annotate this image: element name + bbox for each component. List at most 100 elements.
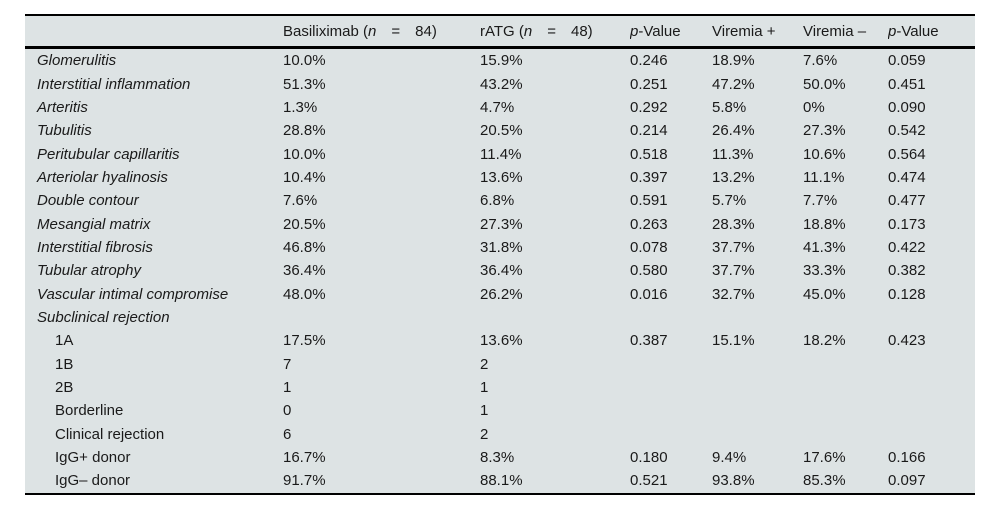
value-cell: 0.214 (630, 122, 668, 140)
value-cell: 15.1% (712, 332, 755, 350)
value-cell: 91.7% (283, 472, 326, 490)
value-cell: 51.3% (283, 75, 326, 93)
table-row: Double contour 7.6% 6.8% 0.591 5.7% 7.7% 0.477 (25, 189, 975, 212)
value-cell: 0.422 (888, 238, 926, 256)
value-cell: 50.0% (803, 75, 846, 93)
column-header-viremia-negative: Viremia – (803, 23, 888, 40)
value-cell: 1 (283, 378, 292, 396)
value-cell: 0.251 (630, 75, 668, 93)
value-cell: 0.521 (630, 472, 668, 490)
value-cell: 2 (480, 425, 489, 443)
table-row: 1A 17.5% 13.6% 0.387 15.1% 18.2% 0.423 (25, 329, 975, 352)
value-cell: 45.0% (803, 285, 846, 303)
value-cell: 7.6% (803, 52, 838, 70)
row-label: Interstitial inflammation (37, 75, 191, 93)
table-row: 2B 1 1 (25, 376, 975, 399)
value-cell: 0.246 (630, 52, 668, 70)
column-header-p-value-2: p-Value (888, 23, 975, 40)
value-cell: 7.7% (803, 192, 838, 210)
value-cell: 10.6% (803, 145, 846, 163)
value-cell: 0.387 (630, 332, 668, 350)
row-label: Subclinical rejection (37, 308, 170, 326)
table-row: Tubular atrophy 36.4% 36.4% 0.580 37.7% 33.3%… (25, 259, 975, 282)
value-cell: 18.9% (712, 52, 755, 70)
value-cell: 18.8% (803, 215, 846, 233)
table-row: Interstitial fibrosis 46.8% 31.8% 0.078 37.7… (25, 236, 975, 259)
header-text: = 84) (376, 22, 437, 40)
table-row: Borderline 0 1 (25, 399, 975, 422)
value-cell: 13.6% (480, 168, 523, 186)
value-cell: 0.097 (888, 472, 926, 490)
value-cell: 0.542 (888, 122, 926, 140)
header-text: -Value (896, 22, 939, 40)
value-cell: 17.6% (803, 449, 846, 467)
value-cell: 85.3% (803, 472, 846, 490)
row-label: IgG+ donor (55, 449, 131, 467)
header-text: rATG ( (480, 22, 524, 40)
value-cell: 27.3% (803, 122, 846, 140)
value-cell: 0.173 (888, 215, 926, 233)
column-header-viremia-positive: Viremia + (712, 23, 803, 40)
row-label: Clinical rejection (55, 425, 165, 443)
value-cell: 4.7% (480, 98, 515, 116)
value-cell: 48.0% (283, 285, 326, 303)
row-label: Peritubular capillaritis (37, 145, 180, 163)
value-cell: 16.7% (283, 449, 326, 467)
value-cell: 0.382 (888, 262, 926, 280)
value-cell: 28.8% (283, 122, 326, 140)
value-cell: 10.0% (283, 52, 326, 70)
header-text: n (368, 22, 377, 40)
header-text: Viremia – (803, 22, 867, 40)
value-cell: 7.6% (283, 192, 318, 210)
value-cell: 1 (480, 378, 489, 396)
table-row: Interstitial inflammation 51.3% 43.2% 0.251… (25, 72, 975, 95)
value-cell: 0.580 (630, 262, 668, 280)
column-header-p-value-1: p-Value (630, 23, 712, 40)
value-cell: 0% (803, 98, 825, 116)
row-label: Tubular atrophy (37, 262, 141, 280)
value-cell: 32.7% (712, 285, 755, 303)
value-cell: 11.3% (712, 145, 754, 163)
value-cell: 1 (480, 402, 489, 420)
value-cell: 7 (283, 355, 292, 373)
value-cell: 18.2% (803, 332, 846, 350)
value-cell: 17.5% (283, 332, 326, 350)
header-text: = 48) (532, 22, 593, 40)
value-cell: 11.4% (480, 145, 522, 163)
row-label: Glomerulitis (37, 52, 117, 70)
value-cell: 26.4% (712, 122, 755, 140)
value-cell: 11.1% (803, 168, 845, 186)
column-header-ratg: rATG (n = 48) (480, 23, 630, 40)
value-cell: 46.8% (283, 238, 326, 256)
header-text: -Value (638, 22, 681, 40)
table-header-row: Basiliximab (n = 84) rATG (n = 48) p-Value… (25, 16, 975, 49)
value-cell: 36.4% (480, 262, 523, 280)
table-row: Glomerulitis 10.0% 15.9% 0.246 18.9% 7.6% 0.05… (25, 49, 975, 72)
value-cell: 41.3% (803, 238, 846, 256)
value-cell: 88.1% (480, 472, 523, 490)
value-cell: 0.518 (630, 145, 668, 163)
value-cell: 36.4% (283, 262, 326, 280)
value-cell: 27.3% (480, 215, 523, 233)
row-label: Arteritis (37, 98, 88, 116)
value-cell: 0.477 (888, 192, 926, 210)
table-row: Clinical rejection 6 2 (25, 423, 975, 446)
table-row: IgG+ donor 16.7% 8.3% 0.180 9.4% 17.6% 0.166 (25, 446, 975, 469)
row-label: Double contour (37, 192, 139, 210)
row-label: Borderline (55, 402, 124, 420)
table-row: Tubulitis 28.8% 20.5% 0.214 26.4% 27.3% 0.542 (25, 119, 975, 142)
value-cell: 0.451 (888, 75, 926, 93)
row-label: Vascular intimal compromise (37, 285, 229, 303)
value-cell: 33.3% (803, 262, 846, 280)
table-body: Glomerulitis 10.0% 15.9% 0.246 18.9% 7.6% 0.05… (25, 49, 975, 493)
value-cell: 0.166 (888, 449, 926, 467)
value-cell: 0.090 (888, 98, 926, 116)
value-cell: 9.4% (712, 449, 747, 467)
value-cell: 0.078 (630, 238, 668, 256)
value-cell: 13.2% (712, 168, 755, 186)
value-cell: 0.564 (888, 145, 926, 163)
value-cell: 2 (480, 355, 489, 373)
column-header-basiliximab: Basiliximab (n = 84) (283, 23, 480, 40)
header-text: p (630, 22, 639, 40)
